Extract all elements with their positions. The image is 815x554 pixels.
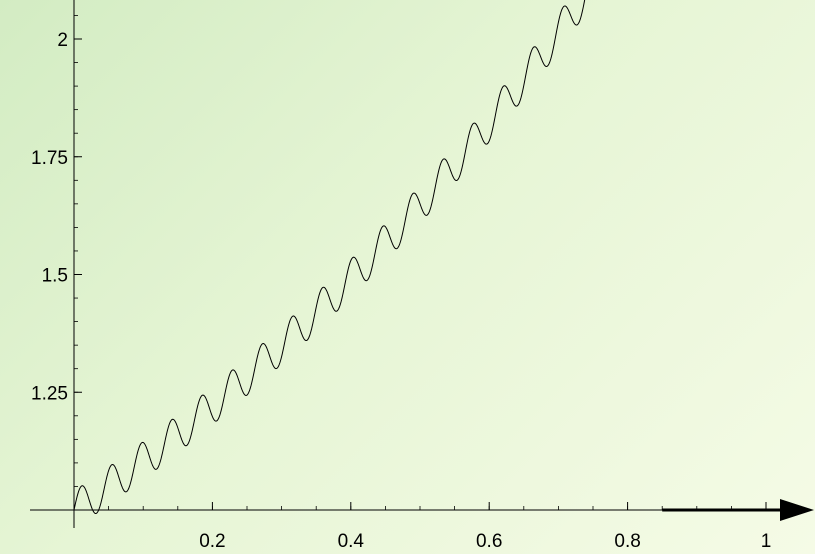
tick-labels: 1.251.51.7522.252.52.750.20.40.60.81 (31, 30, 772, 552)
y-tick-label: 2 (57, 30, 68, 51)
y-tick-label: 1.5 (42, 266, 68, 287)
series-line (73, 0, 586, 515)
x-axis-arrow-icon (780, 499, 814, 521)
x-tick-label: 1 (761, 531, 772, 552)
y-tick-label: 1.25 (31, 383, 68, 404)
x-tick-label: 0.6 (476, 531, 502, 552)
x-tick-label: 0.8 (614, 531, 640, 552)
x-tick-label: 0.2 (199, 531, 225, 552)
x-tick-label: 0.4 (338, 531, 365, 552)
y-tick-label: 1.75 (31, 148, 68, 169)
axes (30, 0, 814, 528)
ticks (74, 15, 801, 510)
